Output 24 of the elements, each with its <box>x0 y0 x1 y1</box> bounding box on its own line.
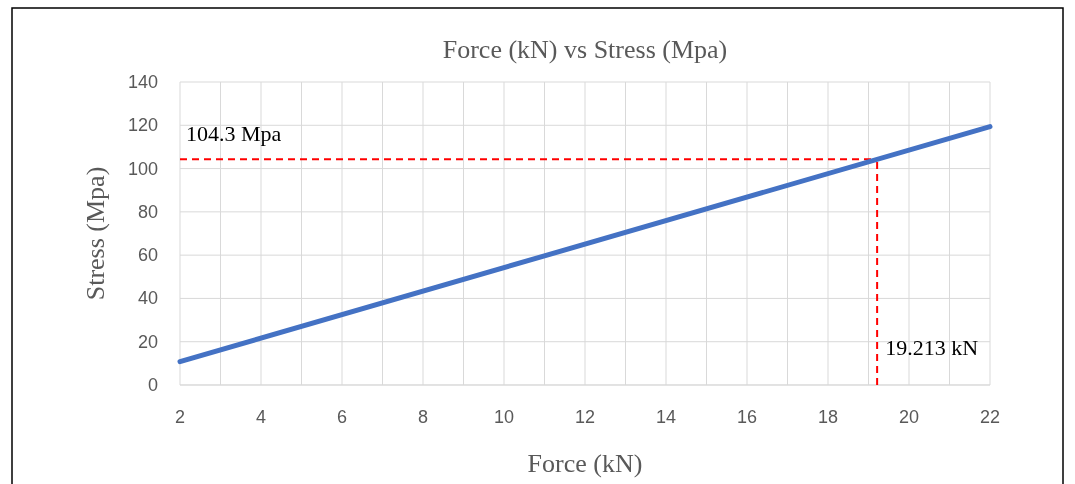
x-tick-label: 16 <box>736 407 758 427</box>
x-tick-label: 10 <box>493 407 515 427</box>
x-axis-title: Force (kN) <box>527 449 643 478</box>
y-tick-label: 120 <box>127 115 158 136</box>
x-tick-label: 22 <box>979 407 1001 427</box>
x-tick-label: 8 <box>417 407 429 427</box>
ref-line-label: 19.213 kN <box>885 335 979 360</box>
x-tick-label: 14 <box>655 407 677 427</box>
ref-line-label: 104.3 Mpa <box>186 121 282 147</box>
x-tick-label: 2 <box>174 407 186 427</box>
chart-title: Force (kN) vs Stress (Mpa) <box>442 35 728 64</box>
y-tick-label: 80 <box>137 201 158 222</box>
y-tick-label: 40 <box>137 288 158 309</box>
x-tick-label: 4 <box>255 407 267 427</box>
y-tick-label: 100 <box>127 158 158 179</box>
y-tick-label: 60 <box>137 245 158 266</box>
x-tick-label: 20 <box>898 407 920 427</box>
x-tick-label: 18 <box>817 407 839 427</box>
y-tick-label: 0 <box>147 375 158 395</box>
y-tick-label: 140 <box>127 72 158 92</box>
y-axis-title: Stress (Mpa) <box>81 166 110 301</box>
x-tick-label: 12 <box>574 407 596 427</box>
x-tick-label: 6 <box>336 407 348 427</box>
y-tick-label: 20 <box>137 331 158 352</box>
